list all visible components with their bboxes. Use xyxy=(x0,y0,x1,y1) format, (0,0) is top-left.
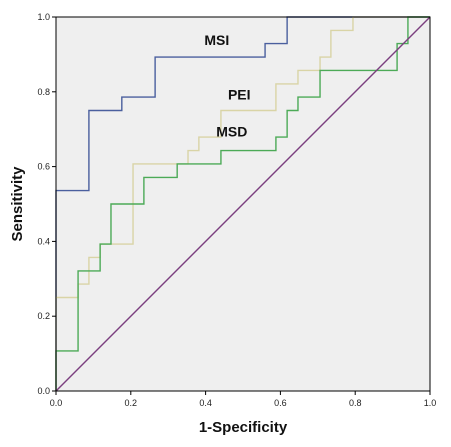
series-line-msd xyxy=(55,16,430,391)
y-tick-label: 0.0 xyxy=(37,386,50,396)
x-tick-label: 0.6 xyxy=(274,398,287,408)
series-layer xyxy=(55,16,431,392)
x-tick-label: 0.8 xyxy=(349,398,362,408)
x-tick-label: 0.2 xyxy=(125,398,138,408)
series-label-pei: PEI xyxy=(228,86,251,102)
x-tick-label: 1.0 xyxy=(424,398,437,408)
plot-frame xyxy=(55,16,431,392)
series-line-msi xyxy=(55,16,430,391)
series-label-msd: MSD xyxy=(216,124,247,140)
y-tick-label: 0.2 xyxy=(37,311,50,321)
series-line-reference-diagonal xyxy=(55,16,431,392)
x-axis-ticks: 0.0 0.2 0.4 0.6 0.8 1.0 xyxy=(50,391,437,408)
y-tick-label: 0.4 xyxy=(37,236,50,246)
x-tick-label: 0.4 xyxy=(199,398,212,408)
y-tick-label: 1.0 xyxy=(37,12,50,22)
y-axis-ticks: 0.0 0.2 0.4 0.6 0.8 1.0 xyxy=(37,12,56,396)
x-tick-label: 0.0 xyxy=(50,398,63,408)
y-tick-label: 0.8 xyxy=(37,87,50,97)
y-tick-label: 0.6 xyxy=(37,162,50,172)
y-axis-label: Sensitivity xyxy=(9,166,26,242)
series-label-msi: MSI xyxy=(204,32,229,48)
x-axis-label: 1-Specificity xyxy=(199,419,288,436)
series-line-pei xyxy=(55,16,430,391)
series-annotations: MSI PEI MSD xyxy=(204,32,250,140)
